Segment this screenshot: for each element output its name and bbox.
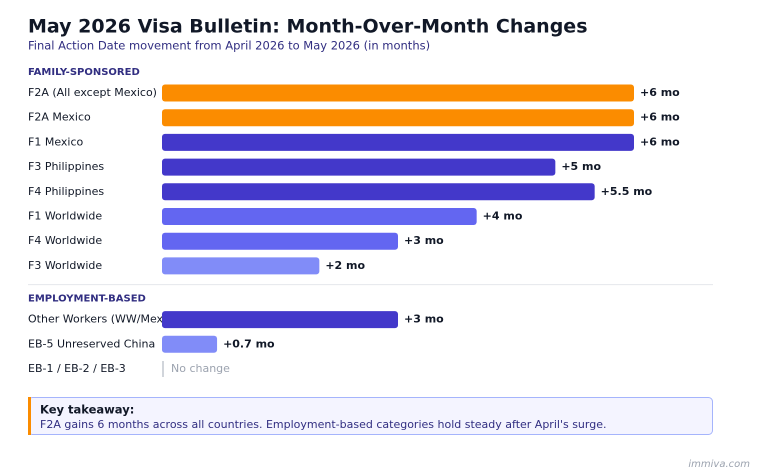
value-label: +5 mo xyxy=(561,160,601,173)
category-label: F2A Mexico xyxy=(28,111,91,124)
value-label: +0.7 mo xyxy=(223,337,275,350)
takeaway-text: F2A gains 6 months across all countries.… xyxy=(40,418,606,431)
bar xyxy=(162,361,164,377)
value-label: +3 mo xyxy=(404,313,444,326)
value-label: +5.5 mo xyxy=(601,185,653,198)
bar xyxy=(162,335,218,353)
footer: immiva.com xyxy=(688,459,750,470)
category-label: F1 Worldwide xyxy=(28,210,102,223)
chart-subtitle: Final Action Date movement from April 20… xyxy=(28,39,430,53)
takeaway-title: Key takeaway: xyxy=(40,403,134,417)
category-label: F2A (All except Mexico) xyxy=(28,86,157,99)
value-label: +6 mo xyxy=(640,86,680,99)
group-label: EMPLOYMENT-BASED xyxy=(28,294,146,305)
bar xyxy=(162,133,634,151)
category-label: F3 Worldwide xyxy=(28,259,102,272)
value-label: +6 mo xyxy=(640,135,680,148)
bar xyxy=(162,158,556,176)
value-label: +4 mo xyxy=(483,210,523,223)
value-label: No change xyxy=(171,362,230,375)
bar xyxy=(162,232,398,250)
bar xyxy=(162,208,477,225)
bar xyxy=(162,311,398,329)
category-label: EB-5 Unreserved China xyxy=(28,337,155,350)
bar xyxy=(162,84,634,102)
category-label: F4 Worldwide xyxy=(28,234,102,247)
value-label: +6 mo xyxy=(640,111,680,124)
group-label: FAMILY-SPONSORED xyxy=(28,67,140,78)
category-label: Other Workers (WW/Mex) xyxy=(28,313,167,326)
bar xyxy=(162,183,595,201)
category-label: F4 Philippines xyxy=(28,185,104,198)
category-label: EB-1 / EB-2 / EB-3 xyxy=(28,362,126,375)
takeaway-accent xyxy=(28,397,31,435)
value-label: +3 mo xyxy=(404,234,444,247)
category-label: F1 Mexico xyxy=(28,135,84,148)
value-label: +2 mo xyxy=(325,259,365,272)
category-label: F3 Philippines xyxy=(28,160,104,173)
bar xyxy=(162,257,320,275)
chart-title: May 2026 Visa Bulletin: Month-Over-Month… xyxy=(28,16,588,38)
bar xyxy=(162,109,634,127)
